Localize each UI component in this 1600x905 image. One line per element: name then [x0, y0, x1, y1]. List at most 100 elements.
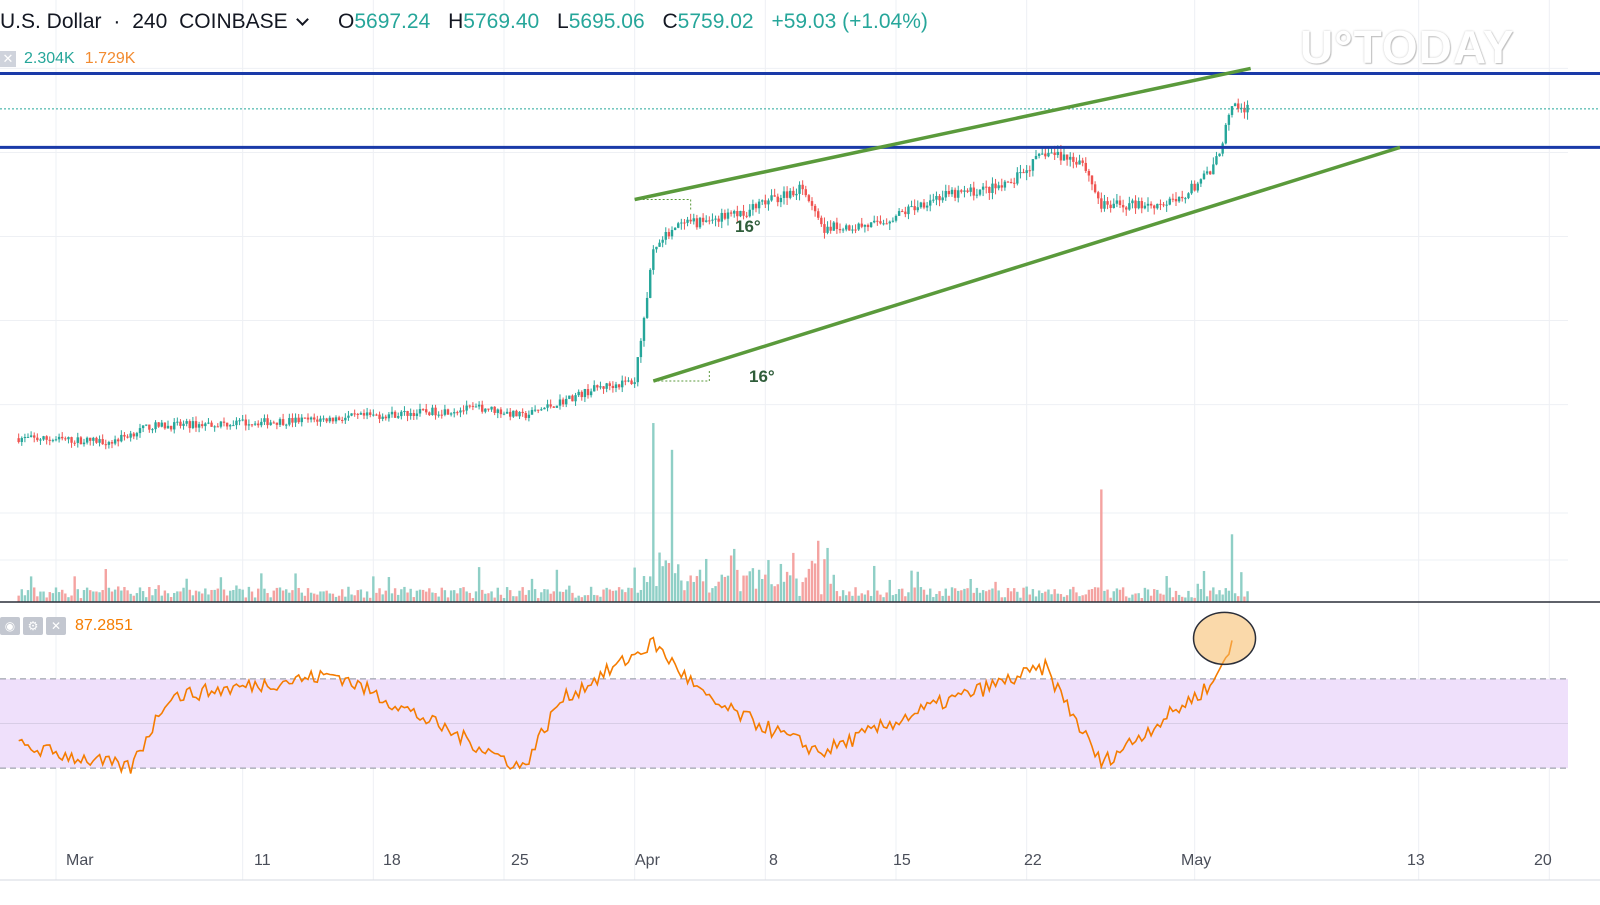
candle-body — [925, 205, 929, 208]
candle-body — [574, 395, 577, 402]
volume-bar — [148, 587, 151, 602]
volume-bar — [720, 574, 723, 602]
volume-bar — [925, 594, 929, 602]
candle-body — [145, 424, 148, 426]
volume-bar — [879, 594, 882, 602]
candle-body — [359, 413, 363, 415]
candle-body — [907, 206, 910, 215]
candle-body — [795, 193, 798, 196]
volume-bar — [776, 584, 779, 602]
volume-bar — [229, 590, 232, 602]
candle-body — [1128, 203, 1131, 210]
candle-body — [229, 425, 232, 427]
symbol-header[interactable]: U.S. Dollar · 240 COINBASE — [0, 10, 313, 34]
candle-body — [347, 415, 350, 418]
candle-body — [157, 422, 160, 427]
candle-body — [57, 436, 61, 440]
candle-body — [253, 423, 257, 425]
volume-bar — [1050, 594, 1053, 602]
volume-bar — [365, 591, 369, 602]
volume-bar — [571, 592, 574, 602]
volume-bar — [1181, 596, 1184, 602]
volume-bar — [904, 596, 907, 602]
volume-bar — [126, 590, 129, 602]
candle-body — [1134, 200, 1137, 209]
volume-bar — [863, 594, 867, 602]
candle-body — [1230, 106, 1234, 115]
volume-bar — [1041, 593, 1044, 602]
volume-bar — [1134, 593, 1137, 602]
volume-bar — [42, 591, 45, 602]
candle-body — [770, 195, 773, 201]
volume-bar — [608, 589, 611, 602]
candle-body — [701, 217, 705, 222]
candle-body — [568, 395, 571, 399]
volume-bar — [963, 588, 966, 602]
volume-bar — [54, 587, 58, 602]
candle-body — [1041, 153, 1044, 155]
candle-body — [247, 424, 251, 426]
candle-body — [667, 232, 671, 237]
candle-body — [493, 406, 496, 413]
volume-bar — [173, 592, 176, 602]
candle-body — [848, 225, 851, 231]
volume-bar — [1140, 597, 1143, 602]
volume-bar — [1156, 589, 1159, 602]
candle-body — [649, 269, 652, 298]
volume-bar — [1168, 587, 1171, 602]
volume-bar — [101, 590, 104, 602]
volume-bar — [235, 585, 238, 602]
candle-body — [677, 223, 680, 228]
candle-body — [636, 357, 639, 383]
watermark-logo: U°TODAY — [1300, 21, 1515, 73]
eye-icon[interactable]: ◉ — [0, 617, 20, 635]
candle-body — [947, 190, 951, 195]
candle-body — [645, 297, 649, 318]
candle-body — [751, 204, 755, 210]
close-icon[interactable]: ✕ — [0, 50, 16, 67]
volume-bar — [586, 595, 590, 602]
candle-body — [238, 420, 241, 422]
close-icon[interactable]: ✕ — [46, 617, 66, 635]
volume-bar — [1093, 587, 1097, 602]
candle-body — [1224, 124, 1227, 144]
volume-bar — [92, 591, 95, 602]
candle-body — [941, 197, 944, 201]
candle-body — [468, 405, 471, 407]
volume-bar — [733, 548, 736, 602]
candle-body — [891, 220, 895, 222]
volume-bar — [512, 596, 515, 602]
volume-bar — [944, 588, 947, 602]
chevron-down-icon[interactable] — [295, 13, 309, 26]
candle-body — [344, 417, 347, 421]
volume-bar — [913, 587, 916, 602]
volume-bar — [502, 598, 506, 602]
volume-bar — [919, 587, 923, 602]
volume-bar — [723, 576, 727, 602]
volume-bar — [73, 576, 76, 602]
candle-body — [882, 223, 885, 225]
volume-bar — [188, 589, 191, 602]
candle-body — [334, 417, 338, 422]
candle-body — [854, 229, 857, 231]
candle-body — [166, 425, 170, 429]
volume-bar — [135, 593, 139, 602]
candle-body — [462, 410, 465, 412]
gear-icon[interactable]: ⚙ — [23, 617, 43, 635]
candle-body — [966, 190, 969, 192]
angle-guide-top — [634, 199, 692, 210]
candle-body — [639, 340, 643, 358]
candle-body — [272, 422, 275, 424]
volume-bar — [285, 589, 288, 602]
volume-bar — [350, 594, 353, 602]
candle-body — [169, 425, 173, 430]
candle-body — [776, 196, 779, 203]
volume-bar — [272, 590, 275, 602]
candle-body — [832, 222, 835, 231]
candle-body — [23, 437, 27, 439]
candle-body — [425, 409, 428, 413]
candle-body — [1137, 201, 1140, 209]
volume-bar — [372, 576, 375, 602]
